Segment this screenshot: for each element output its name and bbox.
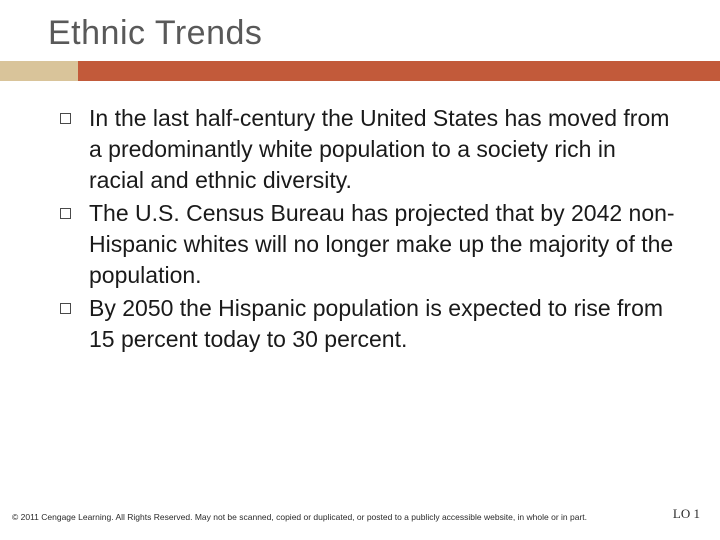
divider-left [0, 61, 78, 81]
footer: © 2011 Cengage Learning. All Rights Rese… [12, 506, 708, 522]
bullet-square-icon [60, 208, 71, 219]
bullet-text: The U.S. Census Bureau has projected tha… [89, 198, 676, 291]
bullet-text: In the last half-century the United Stat… [89, 103, 676, 196]
list-item: In the last half-century the United Stat… [60, 103, 676, 196]
copyright-text: © 2011 Cengage Learning. All Rights Rese… [12, 512, 587, 522]
page-title: Ethnic Trends [48, 14, 720, 53]
list-item: By 2050 the Hispanic population is expec… [60, 293, 676, 355]
list-item: The U.S. Census Bureau has projected tha… [60, 198, 676, 291]
bullet-text: By 2050 the Hispanic population is expec… [89, 293, 676, 355]
title-area: Ethnic Trends [0, 0, 720, 61]
divider-bar [0, 61, 720, 81]
bullet-square-icon [60, 113, 71, 124]
divider-right [78, 61, 720, 81]
lo-label: LO 1 [673, 506, 700, 522]
bullet-square-icon [60, 303, 71, 314]
content-area: In the last half-century the United Stat… [0, 81, 720, 355]
